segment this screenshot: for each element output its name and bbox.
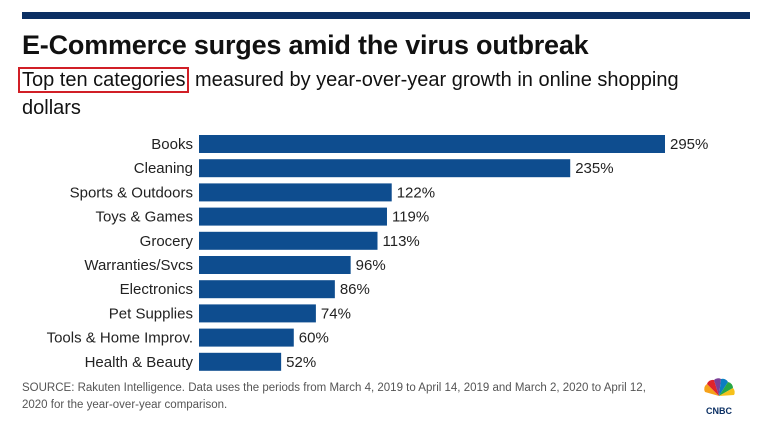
top-rule: [22, 12, 750, 19]
category-label: Toys & Games: [95, 209, 193, 226]
category-label: Cleaning: [134, 160, 193, 177]
bar: [199, 328, 294, 347]
chart-subtitle: Top ten categories measured by year-over…: [18, 66, 722, 122]
cnbc-logo: CNBC: [704, 378, 735, 416]
value-label: 113%: [383, 233, 420, 250]
bar: [199, 256, 351, 274]
bar: [199, 280, 335, 299]
category-label: Tools & Home Improv.: [47, 330, 193, 347]
category-label: Books: [151, 136, 193, 153]
bar: [199, 183, 392, 202]
category-label: Electronics: [120, 281, 193, 298]
bar: [199, 135, 665, 153]
logo-text: CNBC: [706, 406, 732, 416]
value-label: 119%: [392, 209, 429, 226]
chart-title: E-Commerce surges amid the virus outbrea…: [22, 30, 589, 60]
value-label: 235%: [575, 160, 613, 177]
category-label: Pet Supplies: [109, 305, 193, 322]
bar: [199, 207, 387, 226]
category-label: Sports & Outdoors: [70, 184, 193, 201]
value-label: 52%: [286, 354, 316, 371]
bar-chart: Books 295% Cleaning 235% Sports & Outdoors 12…: [47, 135, 708, 371]
category-label: Grocery: [140, 233, 194, 250]
value-label: 74%: [321, 305, 351, 322]
value-label: 122%: [397, 184, 435, 201]
value-label: 86%: [340, 281, 370, 298]
bar: [199, 231, 378, 250]
bar: [199, 304, 316, 323]
bar: [199, 352, 282, 371]
subtitle-rest: measured by year-over-year growth in onl…: [22, 69, 679, 119]
source-note: SOURCE: Rakuten Intelligence. Data uses …: [22, 382, 646, 411]
bar: [199, 159, 571, 178]
category-label: Health & Beauty: [85, 354, 194, 371]
value-label: 295%: [670, 136, 708, 153]
subtitle-highlight: Top ten categories: [18, 67, 190, 93]
value-label: 60%: [299, 330, 329, 347]
value-label: 96%: [356, 257, 386, 274]
category-label: Warranties/Svcs: [84, 257, 193, 274]
